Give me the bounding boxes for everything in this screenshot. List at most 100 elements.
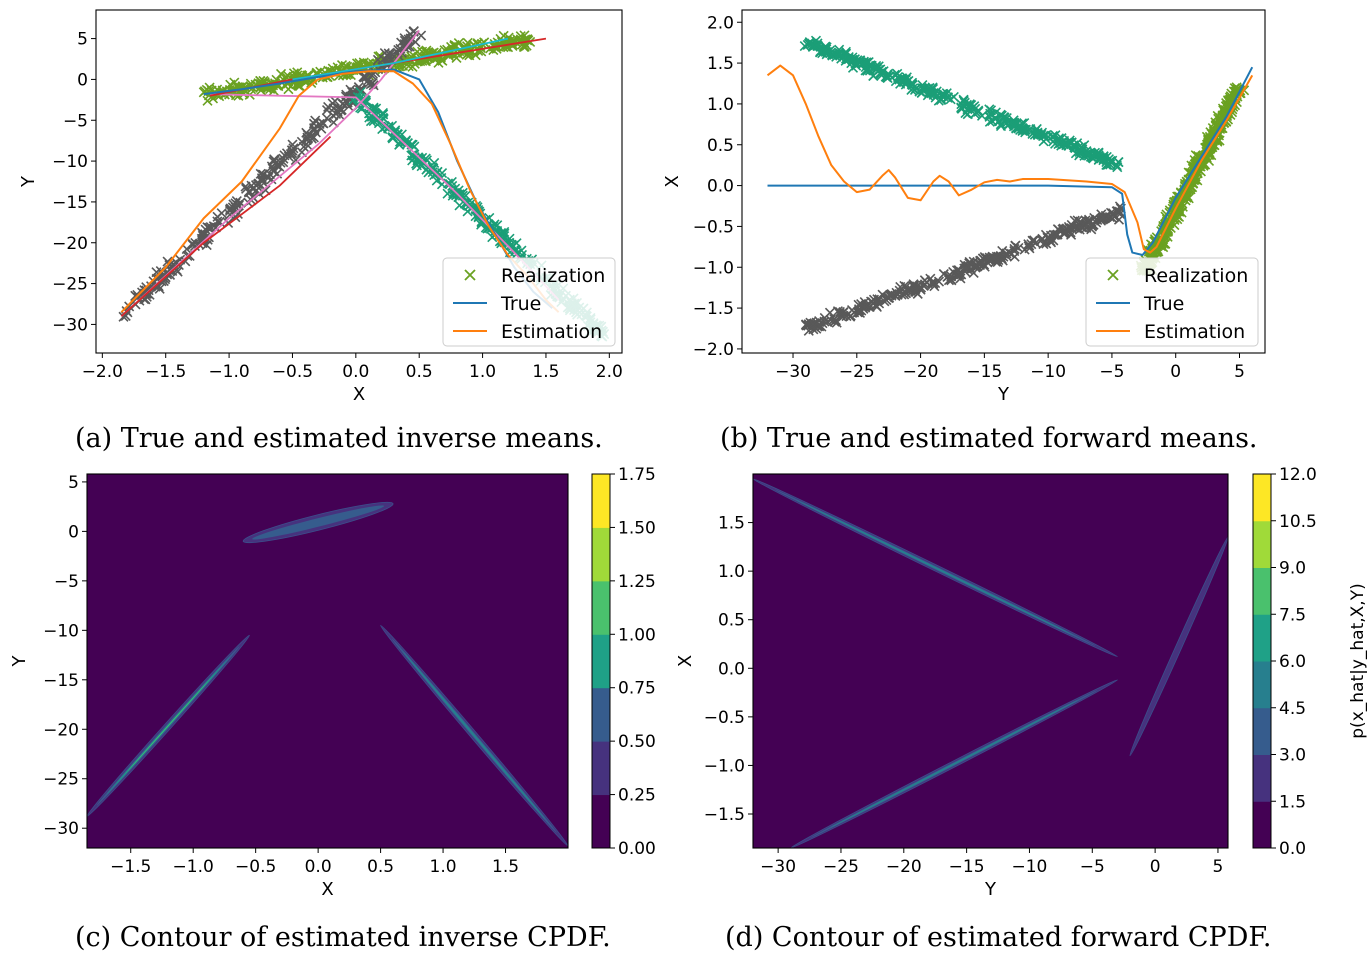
y-tick-label: 5 [68, 473, 79, 493]
chart-b: Realization True Estimation −30 −25 −20 −15 −10… [662, 9, 1266, 405]
colorbar-band [1253, 520, 1271, 568]
realization-point [287, 145, 298, 156]
legend-frame [1085, 257, 1259, 347]
realization-point [824, 307, 836, 318]
colorbar-tick-label: 10.5 [1279, 512, 1317, 532]
realization-point [141, 285, 152, 296]
realization-point [1173, 211, 1185, 222]
colorbar-band [592, 794, 610, 849]
realization-point [228, 199, 239, 210]
realization-point [999, 112, 1010, 123]
realization-point [461, 41, 473, 52]
legend-b: Realization True Estimation [1085, 257, 1259, 347]
y-tick-label: 0.0 [707, 177, 734, 197]
colorbar-band [1253, 801, 1271, 849]
realization-point [451, 52, 462, 64]
realization-point [841, 54, 852, 65]
colorbar-band [592, 580, 610, 635]
realization-point [851, 60, 862, 71]
realization-point [985, 108, 996, 119]
x-tick-label: 0.0 [305, 857, 332, 877]
realization-point [854, 55, 865, 66]
x-axis-label: X [321, 879, 333, 900]
x-tick-label: −15 [949, 857, 985, 877]
realization-point [831, 317, 842, 328]
realization-point [384, 49, 395, 60]
realization-point [1076, 141, 1087, 153]
x-tick-label: −5 [1080, 857, 1105, 877]
y-tick-label: 0.0 [718, 659, 745, 679]
realization-point [1092, 214, 1103, 226]
realization-point [799, 41, 810, 52]
realization-point [421, 155, 432, 166]
realization-point [470, 211, 481, 222]
realization-point [1073, 219, 1085, 230]
x-axis-label: Y [984, 879, 997, 900]
y-tick-label: −1.5 [693, 299, 734, 319]
realization-point [1075, 216, 1086, 227]
realization-point [212, 211, 223, 222]
colorbar-tick-label: 0.75 [618, 679, 656, 699]
y-tick-label: −15 [52, 193, 88, 213]
x-tick-label: −10 [1030, 362, 1066, 382]
colorbar-tick-label: 1.00 [618, 625, 656, 645]
y-tick-label: −25 [52, 275, 88, 295]
colorbar-band [1253, 754, 1271, 802]
colorbar-band [1253, 661, 1271, 709]
realization-point [886, 288, 897, 300]
colorbar-frame [591, 473, 611, 849]
y-axis-label: Y [18, 175, 39, 188]
axes-frame-b [741, 9, 1266, 354]
realization-point [492, 220, 503, 231]
realization-point [378, 109, 389, 120]
caption-d: (d) Contour of estimated forward CPDF. [725, 922, 1272, 953]
realization-point [1043, 132, 1054, 143]
realization-point [956, 269, 967, 280]
realization-point [958, 95, 969, 107]
y-tick-label: −10 [52, 152, 88, 172]
realization-point [815, 46, 826, 57]
x-tick-label: −20 [903, 362, 939, 382]
x-tick-label: 5 [1234, 362, 1245, 382]
legend-frame [442, 257, 616, 347]
contour-ridge-2-level-3 [829, 700, 1079, 828]
y-tick-label: −1.0 [693, 258, 734, 278]
realization-point [1086, 221, 1098, 232]
realization-point [1101, 156, 1112, 168]
chart-d: 0.0 1.5 3.0 4.5 6.0 7.5 9.0 10.5 12.0 p(x_hat|y_h… [675, 465, 1368, 900]
realization-point [400, 136, 411, 147]
realization-point [256, 173, 268, 184]
realization-point [296, 136, 307, 147]
realization-point [860, 65, 871, 76]
realization-point [327, 63, 338, 74]
realization-point [1017, 122, 1028, 134]
realization-point [290, 154, 301, 166]
colorbar-band [592, 474, 610, 528]
realization-point [473, 45, 484, 56]
y-axis-label: X [662, 175, 683, 187]
realization-point [453, 37, 464, 49]
legend-a: Realization True Estimation [442, 257, 616, 347]
legend-label: True [1143, 293, 1184, 315]
x-tick-label: 0 [1170, 362, 1181, 382]
colorbar-band [592, 527, 610, 582]
realization-point [870, 62, 881, 73]
realization-point [274, 161, 285, 172]
realization-point [118, 311, 129, 322]
realization-point [943, 270, 954, 282]
colorbar-band [1253, 474, 1271, 522]
realization-point [803, 319, 814, 330]
realization-point [518, 41, 529, 52]
realization-point [1049, 229, 1060, 241]
colorbar-tick-label: 4.5 [1279, 699, 1306, 719]
realization-point [316, 123, 327, 134]
realization-point [921, 277, 932, 288]
realization-point [953, 270, 964, 282]
realization-point [876, 66, 887, 77]
realization-point [876, 70, 887, 81]
realization-point [969, 101, 980, 112]
x-tick-label: −20 [886, 857, 922, 877]
realization-point [1001, 117, 1012, 128]
y-axis-label: Y [9, 655, 30, 668]
